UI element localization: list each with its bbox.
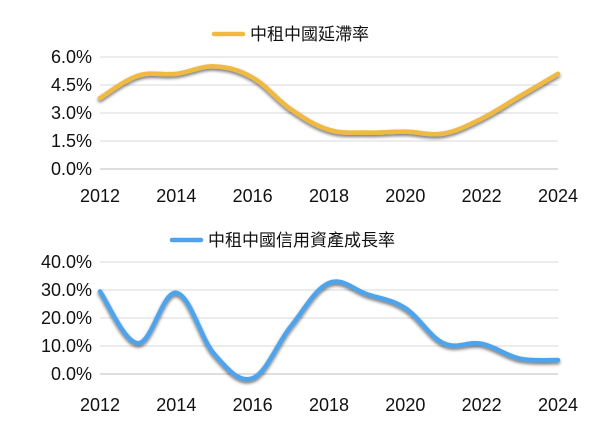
chart-1: 0.0% 1.5% 3.0% 4.5% 6.0% 2012 2014 2016 2018 2020… xyxy=(51,25,578,206)
x-tick-label: 2014 xyxy=(156,395,196,415)
y-tick-label: 10.0% xyxy=(41,336,92,356)
x-tick-label: 2014 xyxy=(156,186,196,206)
y-tick-label: 1.5% xyxy=(51,131,92,151)
series-line xyxy=(97,279,561,382)
x-tick-label: 2022 xyxy=(462,186,502,206)
x-tick-label: 2022 xyxy=(462,395,502,415)
y-tick-label: 0.0% xyxy=(51,364,92,384)
series-line xyxy=(97,64,561,137)
x-tick-label: 2024 xyxy=(538,395,578,415)
y-tick-label: 30.0% xyxy=(41,280,92,300)
x-tick-label: 2016 xyxy=(233,395,273,415)
x-tick-label: 2012 xyxy=(80,395,120,415)
y-tick-label: 0.0% xyxy=(51,159,92,179)
x-tick-label: 2012 xyxy=(80,186,120,206)
legend-label: 中租中國延滯率 xyxy=(250,25,369,45)
chart-2: 0.0% 10.0% 20.0% 30.0% 40.0% 2012 2014 2016 2018… xyxy=(41,231,578,415)
x-tick-label: 2018 xyxy=(309,395,349,415)
x-tick-label: 2020 xyxy=(385,186,425,206)
x-tick-label: 2024 xyxy=(538,186,578,206)
legend-label: 中租中國信用資產成長率 xyxy=(208,231,395,251)
y-tick-label: 3.0% xyxy=(51,103,92,123)
y-tick-label: 40.0% xyxy=(41,252,92,272)
x-tick-label: 2020 xyxy=(385,395,425,415)
x-tick-label: 2016 xyxy=(233,186,273,206)
y-tick-label: 4.5% xyxy=(51,75,92,95)
x-tick-label: 2018 xyxy=(309,186,349,206)
y-tick-label: 6.0% xyxy=(51,47,92,67)
y-tick-label: 20.0% xyxy=(41,308,92,328)
